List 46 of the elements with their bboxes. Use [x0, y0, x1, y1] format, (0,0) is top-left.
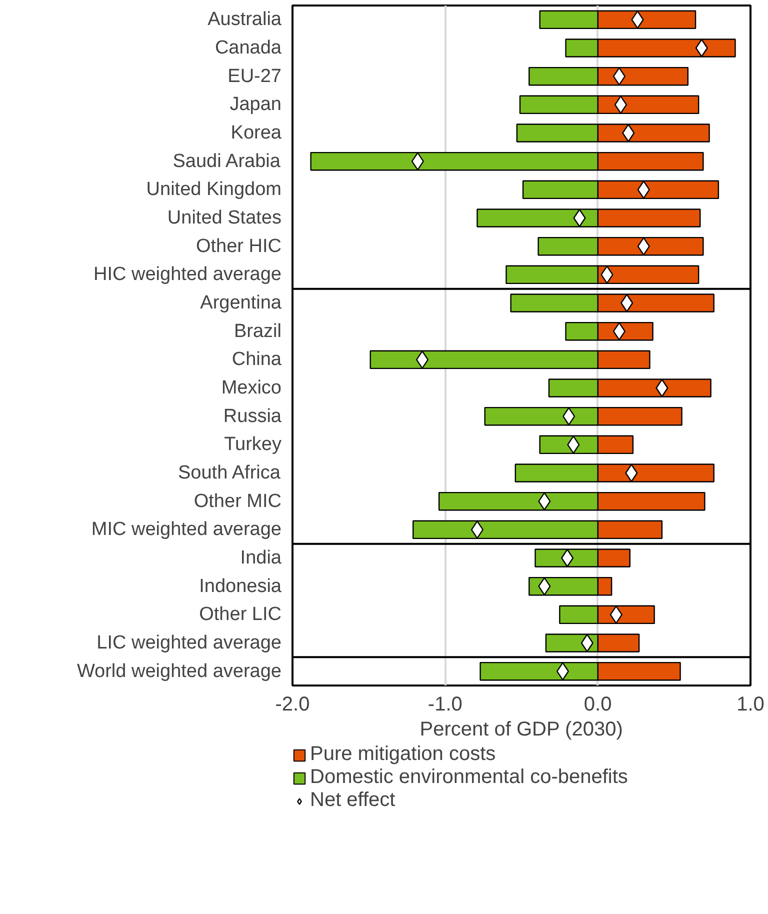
y-tick-label: Other HIC — [196, 236, 282, 257]
y-tick-label: Other LIC — [199, 604, 282, 626]
legend-label: Pure mitigation costs — [310, 743, 496, 766]
y-tick-label: Turkey — [224, 434, 282, 456]
point — [538, 492, 551, 510]
y-tick-label: Canada — [214, 38, 282, 58]
point — [416, 350, 429, 369]
y-tick-label: Russia — [223, 406, 282, 427]
point — [610, 606, 622, 624]
y-tick-label: Mexico — [221, 378, 282, 398]
point — [538, 577, 551, 596]
point — [562, 407, 576, 426]
y-tick-label: Brazil — [234, 320, 282, 342]
y-tick-label: LIC weighted average — [96, 632, 282, 654]
y-tick-label: World weighted average — [76, 660, 282, 682]
x-axis-title: Percent of GDP (2030) — [420, 718, 623, 740]
y-tick-label: MIC weighted average — [91, 519, 282, 540]
y-tick-label: Japan — [230, 94, 282, 116]
legend-label: Domestic environmental co-benefits — [310, 766, 628, 789]
y-tick-label: Korea — [230, 122, 282, 144]
point — [556, 662, 569, 680]
y-tick-label: United Kingdom — [146, 179, 282, 200]
x-tick-label: 1.0 — [736, 694, 764, 716]
y-tick-label: China — [232, 349, 282, 370]
point — [637, 180, 650, 199]
point — [637, 237, 650, 256]
legend-label: Net effect — [310, 789, 396, 812]
point — [470, 520, 484, 539]
x-tick-label: 0.0 — [584, 694, 612, 716]
point — [600, 266, 614, 284]
y-tick-label: Australia — [208, 9, 282, 30]
point — [411, 152, 424, 170]
point — [631, 10, 644, 29]
y-tick-label: HIC weighted average — [94, 264, 282, 286]
x-tick-label: -2.0 — [275, 694, 310, 716]
y-tick-label: EU-27 — [228, 66, 282, 87]
point — [612, 67, 626, 86]
y-tick-label: United States — [167, 208, 282, 228]
x-tick-label: -1.0 — [428, 694, 462, 716]
y-tick-label: Argentina — [200, 292, 282, 314]
y-tick-label: Other MIC — [194, 490, 282, 512]
point — [614, 96, 627, 114]
y-tick-label: India — [240, 548, 282, 568]
y-tick-label: Indonesia — [199, 576, 282, 597]
y-tick-label: South Africa — [178, 462, 281, 484]
y-tick-label: Saudi Arabia — [172, 150, 281, 172]
